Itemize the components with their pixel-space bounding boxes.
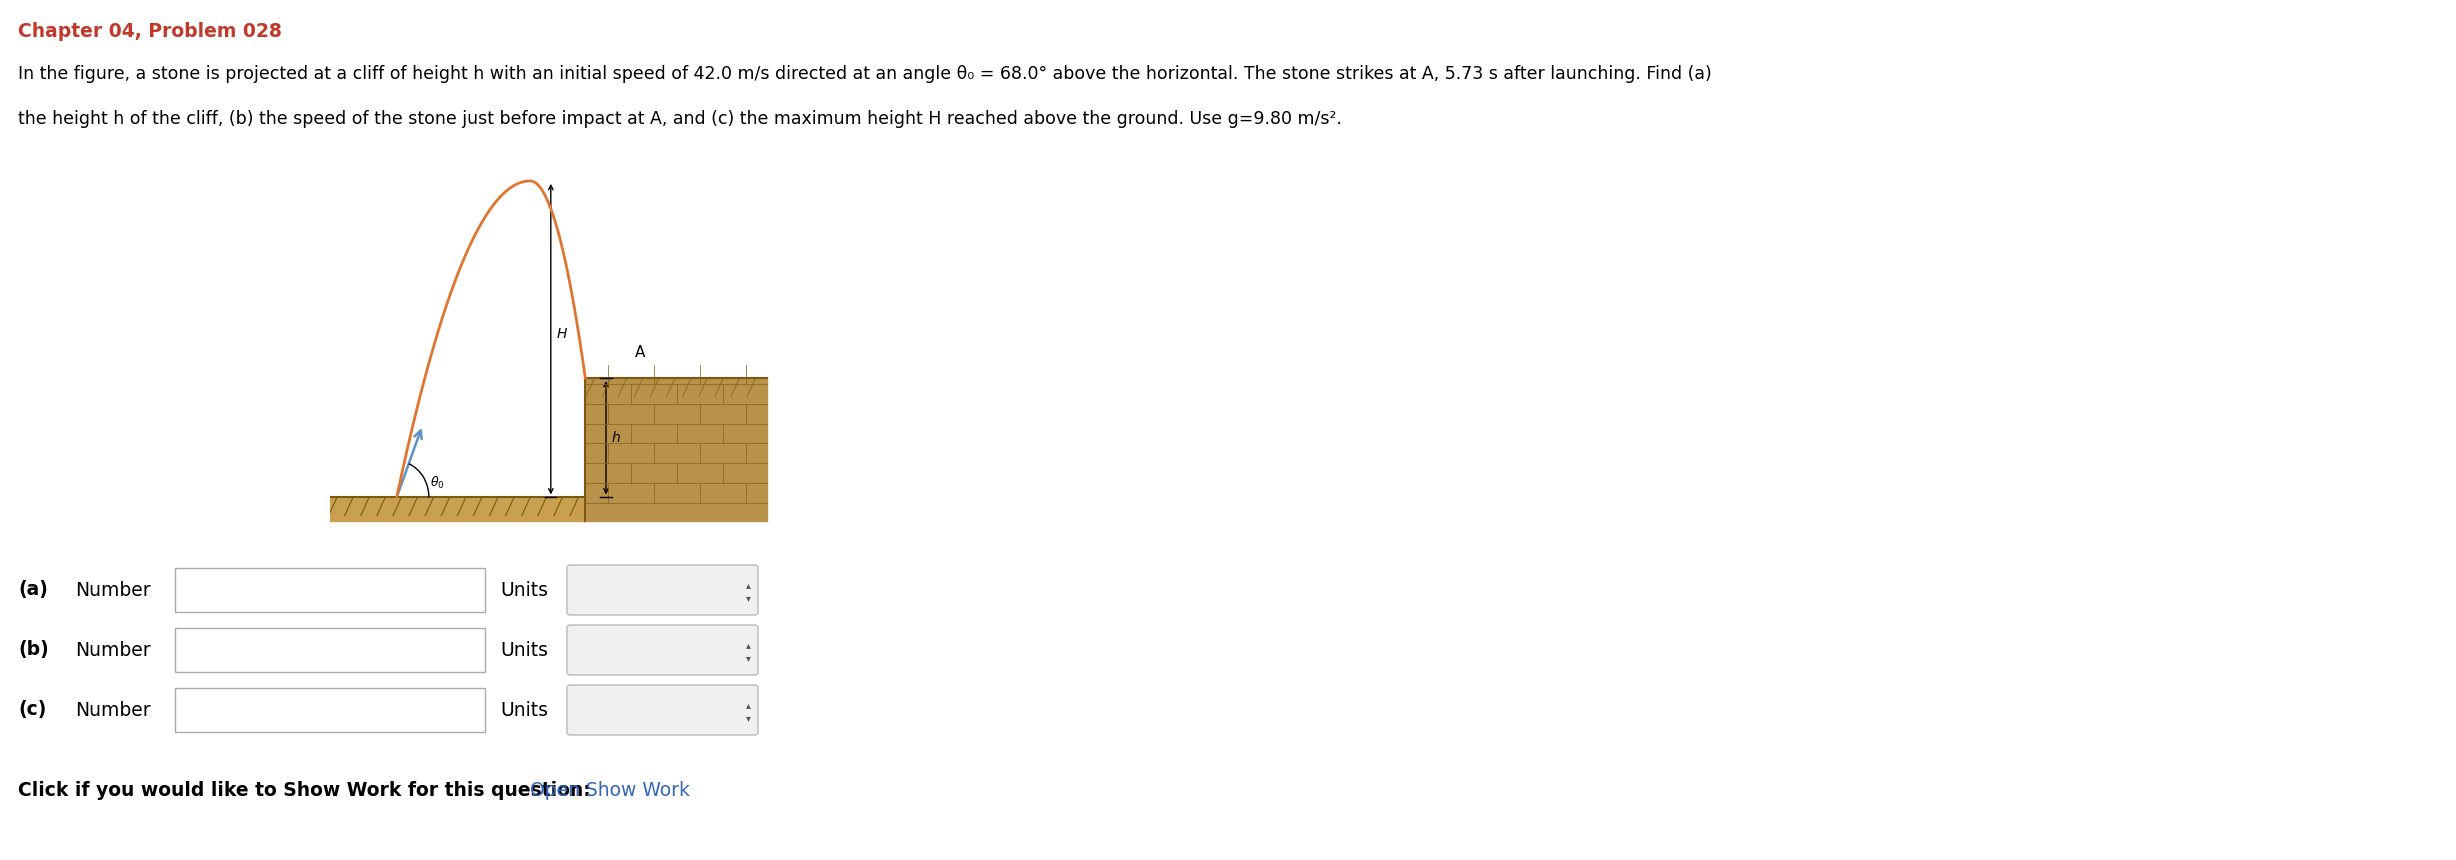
Text: Open Show Work: Open Show Work	[530, 781, 690, 800]
Text: Number: Number	[76, 580, 150, 599]
FancyBboxPatch shape	[567, 625, 759, 675]
Text: Chapter 04, Problem 028: Chapter 04, Problem 028	[17, 22, 282, 41]
Text: (b): (b)	[17, 641, 49, 660]
FancyBboxPatch shape	[567, 565, 759, 615]
Text: ▴: ▴	[747, 700, 752, 710]
FancyBboxPatch shape	[174, 568, 484, 612]
Text: Units: Units	[501, 580, 548, 599]
Text: A: A	[636, 345, 646, 359]
Text: ▾: ▾	[747, 713, 752, 723]
Text: Number: Number	[76, 701, 150, 720]
Text: ▴: ▴	[747, 640, 752, 650]
Text: ▾: ▾	[747, 653, 752, 663]
Text: Number: Number	[76, 641, 150, 660]
Text: (a): (a)	[17, 580, 47, 599]
Text: Units: Units	[501, 701, 548, 720]
FancyBboxPatch shape	[174, 628, 484, 672]
FancyBboxPatch shape	[567, 685, 759, 735]
Text: (c): (c)	[17, 701, 47, 720]
Text: h: h	[612, 431, 621, 445]
Text: the height h of the cliff, (b) the speed of the stone just before impact at A, a: the height h of the cliff, (b) the speed…	[17, 110, 1341, 128]
Bar	[329, 497, 585, 520]
Text: ▴: ▴	[747, 580, 752, 590]
Text: Units: Units	[501, 641, 548, 660]
Text: In the figure, a stone is projected at a cliff of height h with an initial speed: In the figure, a stone is projected at a…	[17, 65, 1712, 83]
Bar	[585, 378, 766, 520]
Text: ▾: ▾	[747, 593, 752, 603]
Text: $\theta_0$: $\theta_0$	[430, 475, 445, 491]
Text: Click if you would like to Show Work for this question:: Click if you would like to Show Work for…	[17, 781, 609, 800]
Text: H: H	[558, 327, 567, 341]
FancyBboxPatch shape	[174, 688, 484, 732]
